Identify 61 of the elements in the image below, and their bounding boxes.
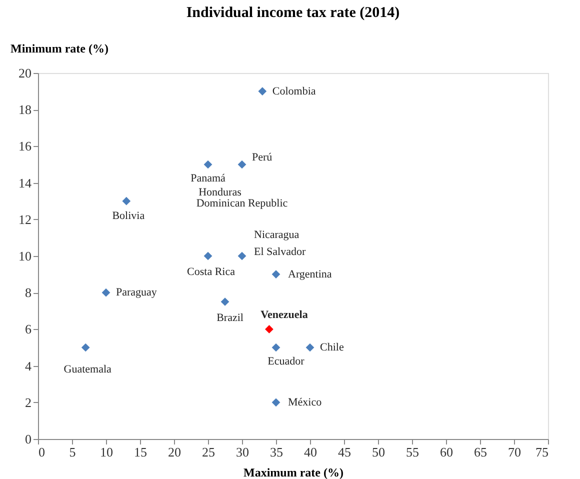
y-tick-label: 4: [25, 358, 32, 374]
point: [102, 288, 110, 297]
y-tick-label: 12: [18, 212, 32, 227]
chart-title: Individual income tax rate (2014): [186, 5, 400, 21]
annotation: Panamá: [190, 172, 226, 184]
point: [258, 87, 267, 96]
point: [204, 160, 212, 169]
annotation: Paraguay: [116, 286, 158, 299]
annotation: Nicaragua: [254, 229, 300, 241]
y-tick-label: 0: [25, 432, 32, 446]
annotation: Argentina: [288, 268, 332, 280]
y-tick-label: 14: [18, 175, 32, 190]
x-tick-label: 30: [236, 444, 249, 460]
annotation: Colombia: [272, 85, 316, 98]
point: [220, 298, 230, 306]
y-tick-label: 16: [18, 138, 32, 154]
x-tick-label: 65: [474, 444, 487, 460]
annotation: Guatemala: [64, 364, 112, 376]
point: [81, 343, 90, 352]
x-axis-title: Maximum rate (%): [244, 466, 344, 479]
y-tick-label: 10: [18, 248, 32, 264]
point: [306, 343, 314, 352]
annotation: El Salvador: [254, 246, 306, 258]
point: [272, 398, 280, 407]
point: [122, 196, 131, 206]
point: [238, 160, 246, 169]
x-tick-label: 60: [440, 444, 453, 460]
x-tick-label: 40: [304, 444, 317, 460]
annotation: México: [288, 396, 322, 408]
point: [238, 252, 246, 260]
y-axis-title: Minimum rate (%): [10, 42, 108, 56]
annotation: Venezuela: [260, 309, 308, 322]
x-tick-label: 0: [38, 444, 45, 460]
point: [272, 343, 280, 352]
annotation: Costa Rica: [187, 266, 236, 278]
point: [265, 325, 274, 334]
x-tick-label: 10: [100, 444, 113, 460]
annotation: Honduras: [198, 186, 242, 198]
x-tick-label: 35: [270, 444, 283, 460]
y-tick-label: 2: [25, 394, 32, 410]
annotation: Perú: [252, 152, 273, 164]
x-tick-label: 70: [508, 444, 521, 460]
annotation: Ecuador: [268, 356, 305, 368]
y-tick-label: 6: [25, 322, 32, 337]
x-tick-label: 50: [372, 444, 385, 460]
x-tick-label: 45: [338, 444, 351, 460]
annotation: Chile: [320, 342, 344, 354]
y-tick-label: 18: [18, 102, 32, 118]
x-tick-label: 15: [134, 444, 147, 460]
y-tick-label: 20: [18, 66, 32, 80]
annotation: Bolivia: [112, 210, 145, 222]
point: [204, 252, 212, 260]
x-tick-label: 20: [168, 444, 181, 460]
x-tick-label: 55: [406, 444, 419, 460]
annotation: Brazil: [216, 312, 244, 324]
x-tick-label: 25: [202, 444, 215, 460]
annotation: Dominican Republic: [196, 198, 288, 210]
x-tick-label: 5: [69, 444, 76, 460]
x-tick-label: 75: [536, 444, 548, 460]
y-tick-label: 8: [25, 285, 32, 300]
point: [272, 270, 280, 278]
